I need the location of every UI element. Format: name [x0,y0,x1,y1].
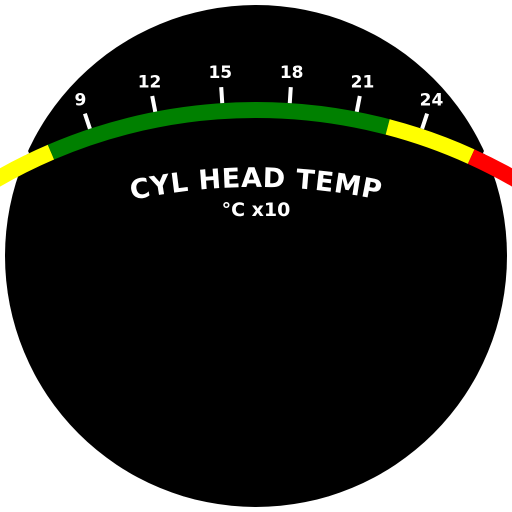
gauge-face [5,5,507,507]
gauge-tick-marks [18,86,494,155]
tick-label-27: 27 [486,117,510,137]
tick-27 [482,138,494,155]
band-caution [385,119,475,164]
tick-label-6: 6 [8,117,20,137]
tick-label-9: 9 [75,90,87,110]
tick-15 [219,86,225,104]
band-caution [0,144,55,187]
band-warning [467,149,512,187]
gauge-color-bands [0,102,512,187]
tick-label-21: 21 [351,72,375,92]
tick-12 [150,95,158,113]
tick-label-18: 18 [280,63,304,83]
tick-6 [18,138,30,155]
tick-9 [82,112,92,130]
tick-21 [354,95,362,113]
tick-label-15: 15 [208,63,232,83]
tick-18 [287,86,293,104]
tick-label-24: 24 [420,90,444,110]
gauge-units-label: °C x10 [222,199,291,221]
tick-24 [420,112,430,130]
gauge-tick-labels: 36912151821242730 [8,63,510,137]
band-normal [47,102,390,160]
tick-label-12: 12 [138,72,162,92]
